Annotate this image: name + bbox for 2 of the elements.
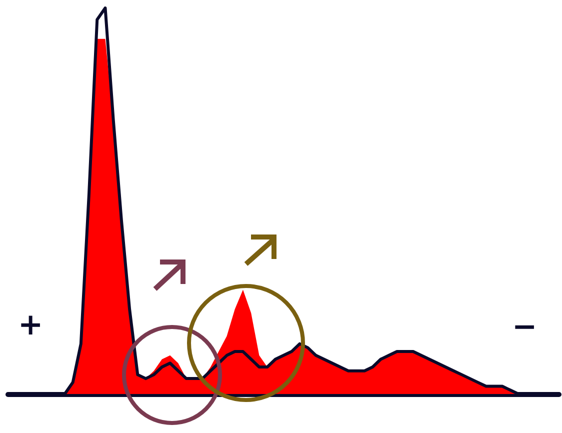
annotation: − [512, 310, 538, 344]
annotation: + [18, 308, 44, 342]
